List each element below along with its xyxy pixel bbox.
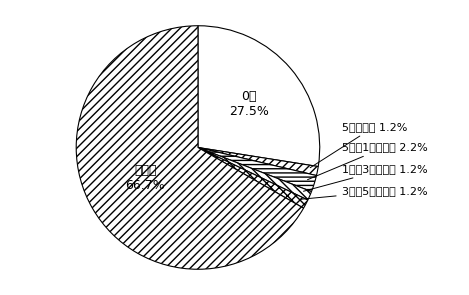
Wedge shape <box>198 148 317 192</box>
Wedge shape <box>198 148 311 200</box>
Wedge shape <box>198 26 320 167</box>
Wedge shape <box>76 26 303 269</box>
Text: 0円
27.5%: 0円 27.5% <box>229 90 269 118</box>
Wedge shape <box>198 148 318 176</box>
Text: 3万～5万円未満 1.2%: 3万～5万円未満 1.2% <box>300 186 427 199</box>
Text: 1万～3万円未満 1.2%: 1万～3万円未満 1.2% <box>303 164 427 191</box>
Text: 5千円未満 1.2%: 5千円未満 1.2% <box>310 122 407 168</box>
Wedge shape <box>198 148 308 208</box>
Text: 無回答
66.7%: 無回答 66.7% <box>125 164 165 192</box>
Text: 5千～1万円未満 2.2%: 5千～1万円未満 2.2% <box>308 142 427 180</box>
